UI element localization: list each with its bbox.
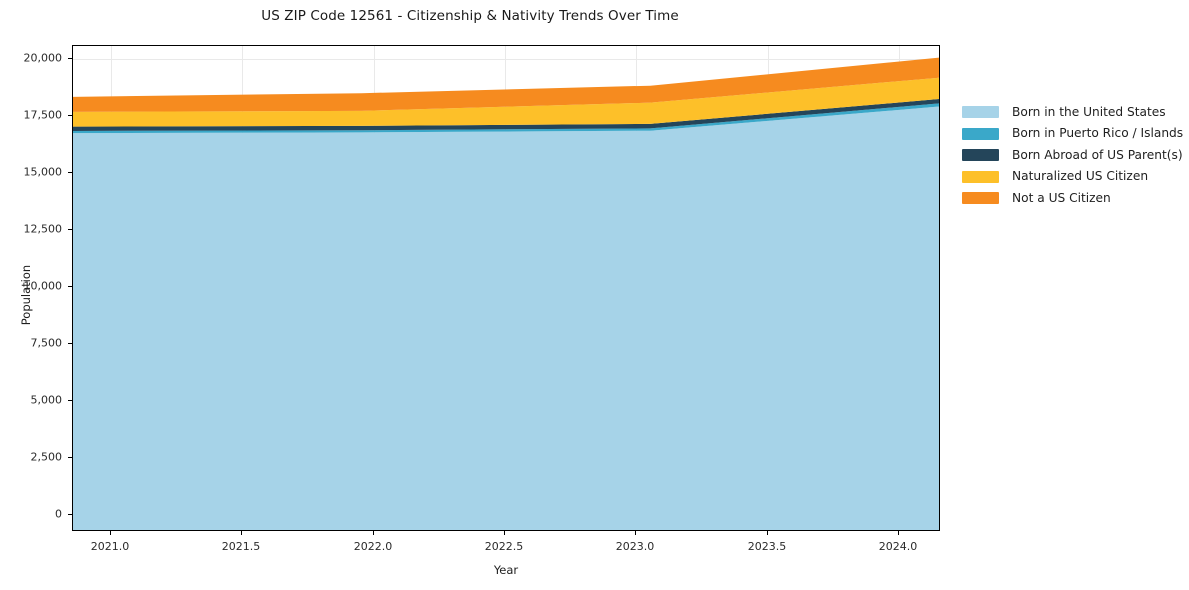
y-tick-label: 7,500 [30,336,63,350]
y-tick-label: 2,500 [30,450,63,464]
y-tick-label: 15,000 [23,165,63,179]
x-tick-mark [767,531,769,535]
legend-label: Born Abroad of US Parent(s) [1012,147,1183,162]
area-band [73,106,939,530]
legend-item[interactable]: Born Abroad of US Parent(s) [962,148,1183,162]
plot-area [72,45,940,531]
area-band [73,57,939,112]
legend-swatch-icon [962,127,999,140]
legend-swatch-icon [962,170,999,183]
y-tick-mark [68,58,72,60]
y-tick-label: 10,000 [23,279,63,293]
legend-item[interactable]: Naturalized US Citizen [962,170,1183,184]
y-tick-mark [68,172,72,174]
x-tick-mark [110,531,112,535]
legend-item[interactable]: Not a US Citizen [962,191,1183,205]
y-tick-mark [68,229,72,231]
x-tick-mark [373,531,375,535]
x-axis-title: Year [493,563,519,577]
x-tick-mark [635,531,637,535]
x-tick-label: 2021.5 [221,540,261,553]
y-tick-label: 12,500 [23,222,63,236]
x-tick-label: 2022.5 [484,540,524,553]
legend-label: Born in Puerto Rico / Islands [1012,126,1184,141]
y-tick-mark [68,400,72,402]
x-tick-label: 2021.0 [90,540,130,553]
y-tick-mark [68,514,72,516]
legend-swatch-icon [962,106,999,118]
gridline-horizontal [73,59,939,60]
y-axis-title: Population [19,264,33,326]
y-tick-label: 17,500 [23,108,63,122]
area-band [73,77,939,127]
legend-swatch-icon [962,192,999,204]
chart-title: US ZIP Code 12561 - Citizenship & Nativi… [261,8,679,24]
y-tick-mark [68,115,72,117]
x-tick-mark [898,531,900,535]
y-tick-label: 0 [55,507,62,521]
legend-item[interactable]: Born in the United States [962,105,1183,119]
chart-legend: Born in the United States Born in Puerto… [962,105,1183,205]
legend-label: Not a US Citizen [1012,190,1111,205]
x-tick-mark [504,531,506,535]
y-tick-label: 5,000 [30,393,63,407]
stacked-area-series [73,57,939,530]
x-tick-label: 2022.0 [353,540,393,553]
legend-swatch-icon [962,149,999,161]
area-band [73,98,939,131]
legend-label: Naturalized US Citizen [1012,169,1149,184]
x-tick-label: 2023.0 [615,540,655,553]
legend-label: Born in the United States [1012,104,1166,119]
y-tick-mark [68,343,72,345]
y-tick-mark [68,457,72,459]
legend-item[interactable]: Born in Puerto Rico / Islands [962,127,1183,141]
x-tick-label: 2024.0 [878,540,918,553]
y-tick-mark [68,286,72,288]
x-tick-mark [241,531,243,535]
x-tick-label: 2023.5 [747,540,787,553]
y-tick-label: 20,000 [23,51,63,65]
